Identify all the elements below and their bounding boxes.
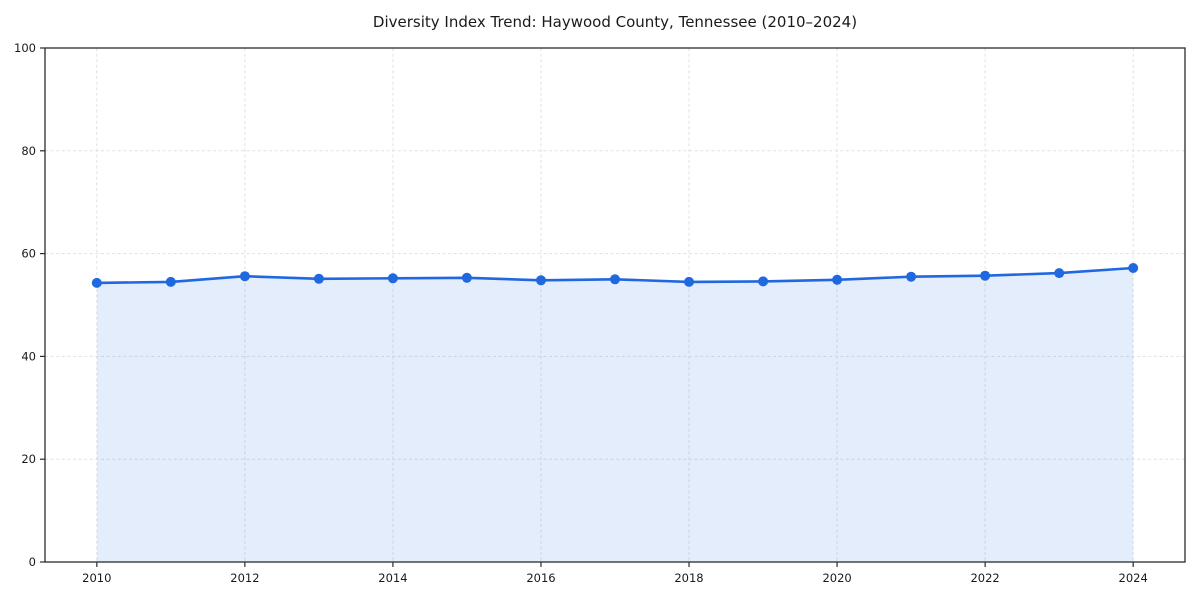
svg-text:2024: 2024 xyxy=(1119,571,1148,585)
data-point: 2010: 54.3 xyxy=(91,277,102,288)
svg-text:2018: 2018 xyxy=(674,571,703,585)
data-point: 2017: 55 xyxy=(610,274,620,285)
svg-text:2012: 2012 xyxy=(230,571,259,585)
svg-text:2014: 2014 xyxy=(378,571,407,585)
svg-text:100: 100 xyxy=(14,41,36,55)
axis-ticks xyxy=(40,47,1134,567)
data-point: 2012: 55.6 xyxy=(239,271,250,282)
grid-lines xyxy=(45,47,1185,563)
area-fill xyxy=(96,268,1134,562)
data-points: 2010: 54.3 2011: 54.5 2012: 55.6 2013: 55.1… xyxy=(91,263,1139,288)
data-point: 2011: 54.5 xyxy=(165,276,176,287)
data-point: 2013: 55.1 xyxy=(313,273,324,284)
data-point: 2018: 54.5 xyxy=(684,276,694,287)
svg-text:20: 20 xyxy=(21,452,36,466)
svg-text:40: 40 xyxy=(21,349,36,363)
y-tick-labels: 0 20 40 60 80 100 xyxy=(14,41,36,569)
svg-text:2022: 2022 xyxy=(970,571,999,585)
data-point: 2021: 55.5 xyxy=(906,271,917,282)
data-point: 2023: 56.2 xyxy=(1054,268,1065,279)
data-point: 2015: 55.3 xyxy=(461,272,472,283)
svg-text:60: 60 xyxy=(21,247,36,261)
data-point: 2016: 54.8 xyxy=(536,275,546,286)
svg-text:2020: 2020 xyxy=(822,571,851,585)
svg-text:2010: 2010 xyxy=(82,571,111,585)
chart-title: Diversity Index Trend: Haywood County, T… xyxy=(372,13,858,31)
svg-text:2016: 2016 xyxy=(526,571,555,585)
plot-border xyxy=(44,47,1186,563)
x-tick-labels: 2010 2012 2014 2016 2018 2020 2022 2024 xyxy=(82,571,1148,585)
data-point: 2019: 54.6 xyxy=(758,276,769,287)
data-point: 2022: 55.7 xyxy=(980,270,991,281)
data-point: 2024: 57.2 xyxy=(1128,263,1139,273)
data-point: 2020: 54.9 xyxy=(832,274,843,285)
data-point: 2014: 55.2 xyxy=(387,273,398,284)
svg-text:0: 0 xyxy=(29,555,36,569)
svg-text:80: 80 xyxy=(21,144,36,158)
